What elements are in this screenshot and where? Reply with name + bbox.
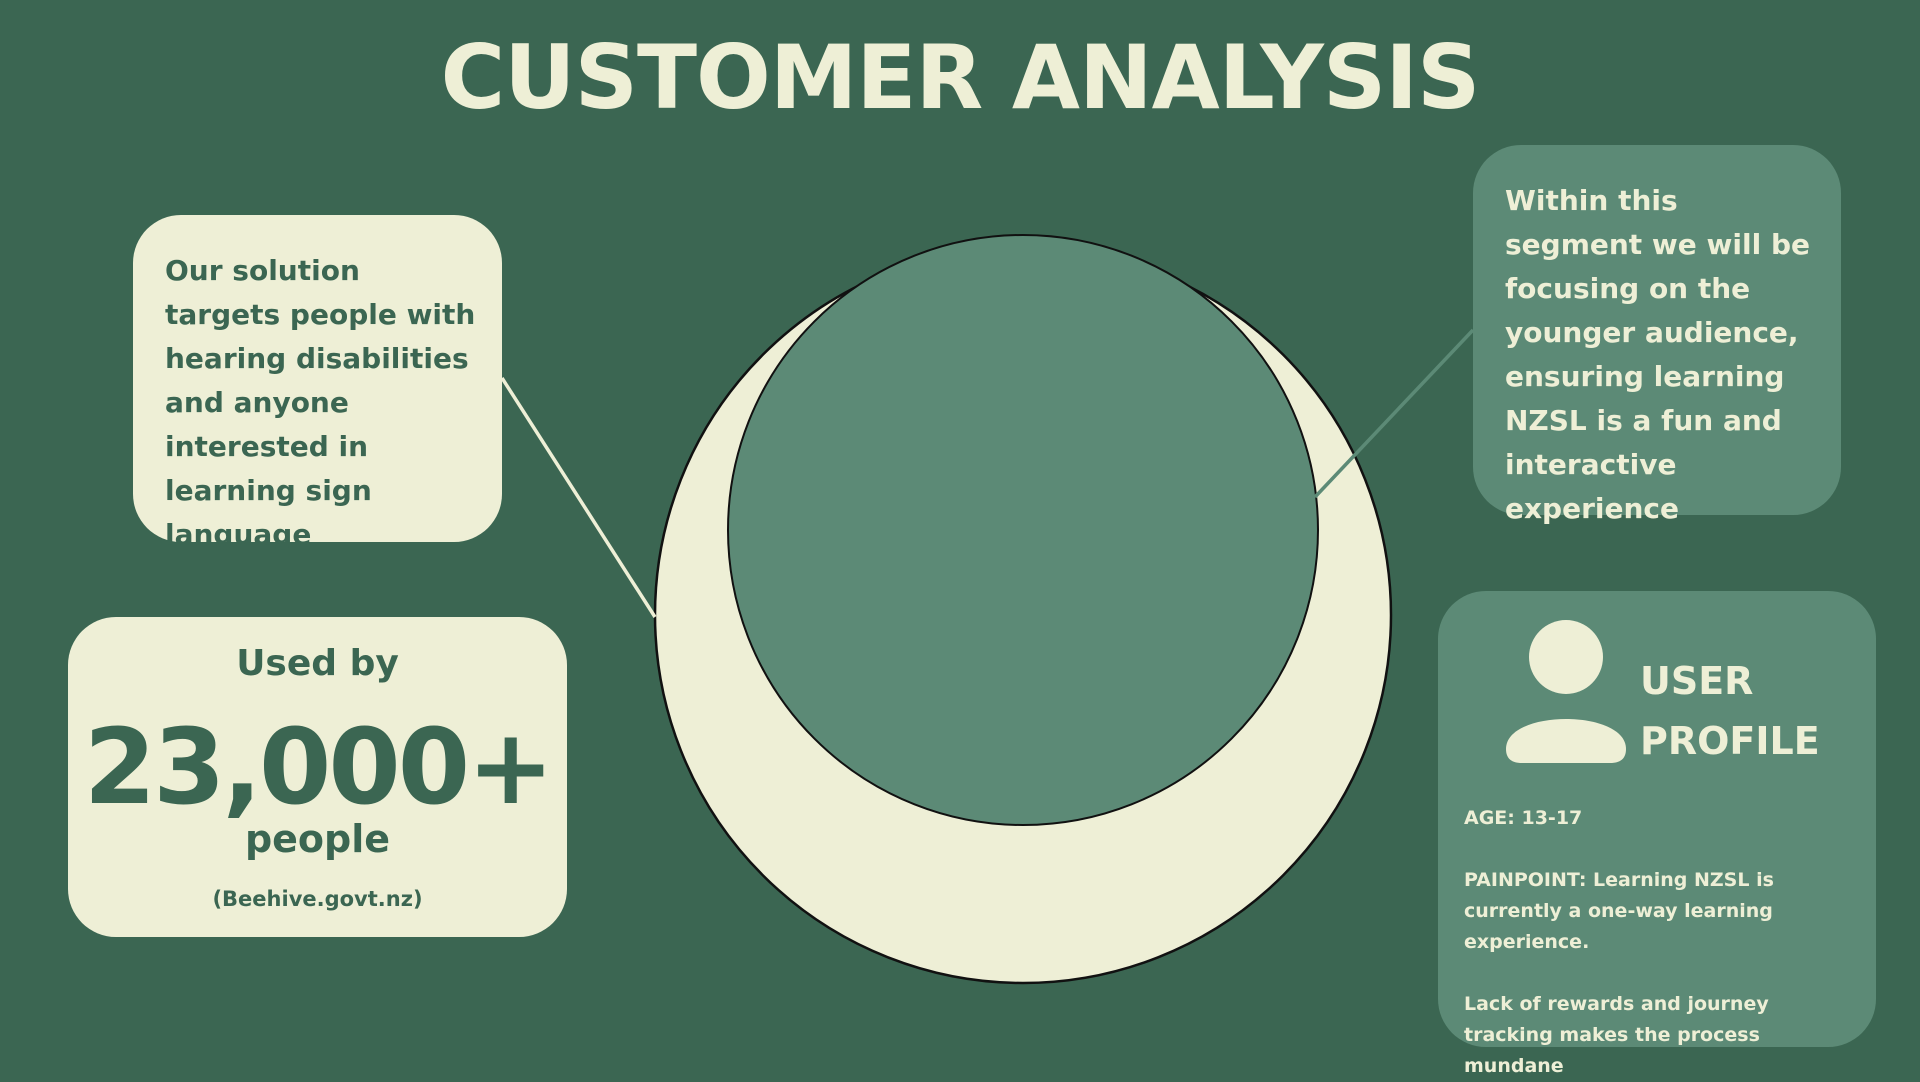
page-title: CUSTOMER ANALYSIS [440, 26, 1481, 129]
profile-title: USER PROFILE [1640, 651, 1820, 771]
stat-unit: people [244, 817, 391, 861]
profile-painpoint: PAINPOINT: Learning NZSL is currently a … [1464, 869, 1774, 953]
stat-lead: Used by [236, 643, 399, 684]
inner-segment-circle [727, 234, 1319, 826]
target-audience-note: Our solution targets people with hearing… [133, 215, 502, 551]
segment-focus-note: Within this segment we will be focusing … [1473, 145, 1841, 525]
user-profile-card: USER PROFILE AGE: 13-17 PAINPOINT: Learn… [1438, 591, 1876, 1077]
usage-stat-card: Used by 23,000+ people (Beehive.govt.nz) [68, 617, 567, 937]
left-connector-line [500, 377, 657, 618]
profile-title-line1: USER [1640, 659, 1754, 703]
profile-age: AGE: 13-17 [1464, 807, 1583, 829]
stat-source: (Beehive.govt.nz) [212, 887, 423, 911]
target-audience-text: Our solution targets people with hearing… [165, 254, 476, 551]
user-icon [1506, 620, 1626, 763]
stat-value: 23,000+ [83, 706, 554, 828]
profile-title-line2: PROFILE [1640, 719, 1820, 763]
profile-details: AGE: 13-17 PAINPOINT: Learning NZSL is c… [1464, 803, 1864, 1082]
segment-focus-text: Within this segment we will be focusing … [1505, 184, 1810, 525]
profile-note: Lack of rewards and journey tracking mak… [1464, 993, 1769, 1077]
right-connector-line [1313, 328, 1475, 499]
